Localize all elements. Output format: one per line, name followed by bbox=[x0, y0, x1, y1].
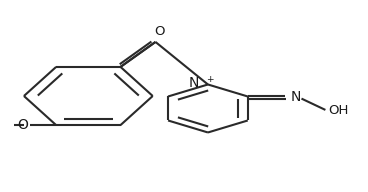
Text: N: N bbox=[188, 76, 199, 89]
Text: O: O bbox=[154, 25, 164, 38]
Text: OH: OH bbox=[328, 104, 349, 117]
Text: O: O bbox=[17, 118, 28, 132]
Text: +: + bbox=[206, 75, 213, 84]
Text: N: N bbox=[290, 90, 301, 104]
